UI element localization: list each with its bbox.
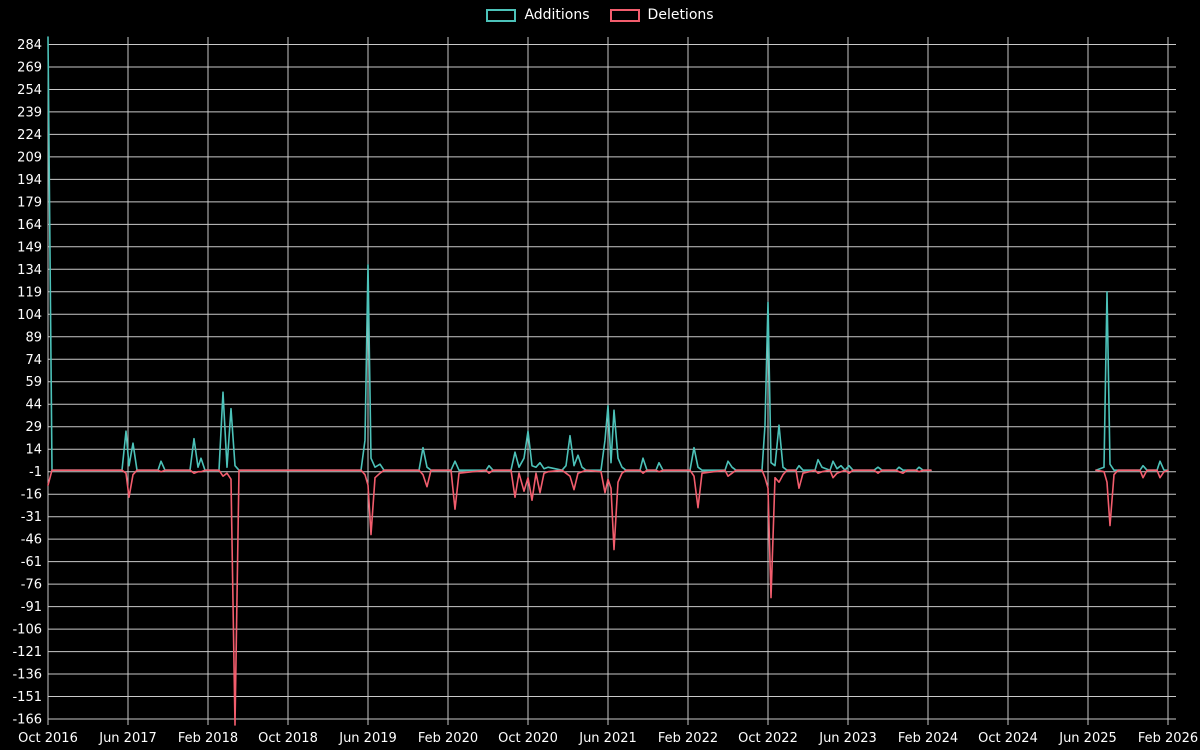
x-tick-label: Feb 2022	[658, 731, 718, 746]
x-tick-label: Oct 2018	[258, 731, 318, 746]
x-tick-label: Feb 2020	[418, 731, 478, 746]
y-tick-label: -76	[21, 578, 42, 593]
y-tick-label: -121	[12, 645, 42, 660]
legend-label-deletions: Deletions	[647, 7, 714, 23]
x-tick-label: Feb 2024	[898, 731, 958, 746]
y-tick-label: -31	[21, 510, 42, 525]
series-line-deletions	[1095, 469, 1169, 527]
y-tick-label: 254	[17, 83, 42, 98]
x-tick-label: Jun 2025	[1058, 731, 1117, 746]
y-tick-label: 284	[17, 38, 42, 53]
y-tick-label: 269	[17, 61, 42, 76]
y-tick-label: 29	[25, 420, 42, 435]
x-tick-label: Oct 2020	[498, 731, 558, 746]
y-tick-label: -61	[21, 555, 42, 570]
x-tick-label: Oct 2016	[18, 731, 78, 746]
y-tick-label: 89	[25, 330, 42, 345]
y-tick-label: -166	[12, 713, 42, 728]
y-tick-label: 44	[25, 398, 42, 413]
x-tick-label: Feb 2026	[1138, 731, 1198, 746]
y-tick-label: 74	[25, 353, 42, 368]
y-tick-label: 179	[17, 195, 42, 210]
y-tick-label: -91	[21, 600, 42, 615]
legend-item-deletions: Deletions	[609, 7, 714, 23]
x-tick-label: Jun 2017	[98, 731, 157, 746]
legend-item-additions: Additions	[486, 7, 590, 23]
x-tick-label: Jun 2021	[578, 731, 637, 746]
y-tick-label: -46	[21, 533, 42, 548]
y-tick-label: -136	[12, 668, 42, 683]
y-tick-label: -151	[12, 690, 42, 705]
deletions-swatch	[609, 8, 640, 22]
y-tick-label: 194	[17, 173, 42, 188]
legend-label-additions: Additions	[524, 7, 590, 23]
y-tick-label: 149	[17, 240, 42, 255]
y-tick-label: -1	[29, 465, 42, 480]
x-tick-label: Jun 2019	[338, 731, 397, 746]
y-tick-label: 134	[17, 263, 42, 278]
y-tick-label: -106	[12, 623, 42, 638]
x-tick-label: Oct 2024	[978, 731, 1038, 746]
x-tick-label: Feb 2018	[178, 731, 238, 746]
x-tick-label: Jun 2023	[818, 731, 877, 746]
y-tick-label: 164	[17, 218, 42, 233]
chart-legend: Additions Deletions	[0, 7, 1200, 23]
y-tick-label: -16	[21, 488, 42, 503]
y-tick-label: 119	[17, 285, 42, 300]
series-line-additions	[47, 36, 932, 472]
x-tick-label: Oct 2022	[738, 731, 798, 746]
y-tick-label: 209	[17, 150, 42, 165]
series-line-additions	[1095, 290, 1169, 472]
y-tick-label: 59	[25, 375, 42, 390]
additions-swatch	[486, 8, 517, 22]
y-tick-label: 224	[17, 128, 42, 143]
y-tick-label: 14	[25, 443, 42, 458]
y-tick-label: 239	[17, 105, 42, 120]
y-tick-label: 104	[17, 308, 42, 323]
series-line-deletions	[47, 469, 932, 726]
